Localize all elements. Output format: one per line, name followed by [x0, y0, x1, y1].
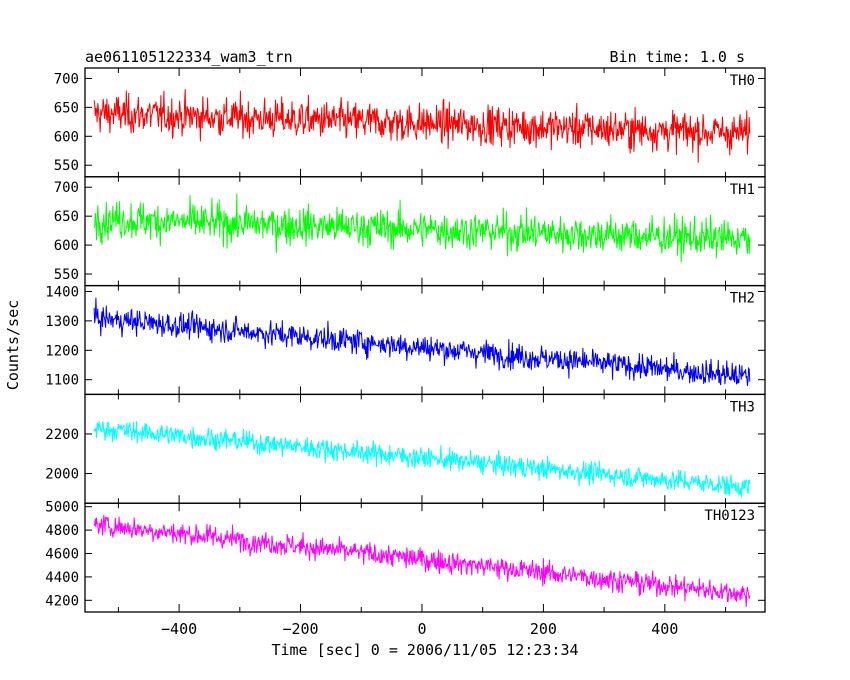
y-tick-label: 1100 — [45, 373, 79, 389]
x-tick-label: 0 — [417, 620, 426, 638]
x-tick-label: −200 — [282, 620, 318, 638]
y-tick-label: 5000 — [45, 500, 79, 516]
y-tick-label: 2000 — [45, 467, 79, 483]
x-axis-label: Time [sec] 0 = 2006/11/05 12:23:34 — [271, 641, 578, 659]
panel-frame-th3 — [84, 393, 766, 504]
panel-label-th0: TH0 — [730, 73, 755, 89]
y-tick-label: 4200 — [45, 593, 79, 609]
panel-frame-th1 — [84, 176, 766, 287]
bin-time-label: Bin time: 1.0 s — [610, 48, 745, 66]
x-tick-label: −400 — [161, 620, 197, 638]
series-line-th3 — [93, 420, 751, 498]
series-line-th1 — [93, 193, 751, 263]
chart-title: ae061105122334_wam3_trn — [85, 48, 293, 66]
y-tick-label: 700 — [54, 180, 79, 196]
panels-group: TH0 550 600 650 700 TH1 550 600 650 700 TH2 1100 120… — [45, 67, 766, 638]
y-tick-label: 4400 — [45, 570, 79, 586]
x-tick-label: 400 — [651, 620, 678, 638]
y-tick-label: 4800 — [45, 523, 79, 539]
y-tick-label: 700 — [54, 71, 79, 87]
y-tick-label: 600 — [54, 238, 79, 254]
panel-label-th0123: TH0123 — [704, 508, 755, 524]
y-tick-label: 600 — [54, 129, 79, 145]
panel-label-th3: TH3 — [730, 399, 755, 415]
panel-label-th1: TH1 — [730, 182, 755, 198]
series-line-th0123 — [93, 514, 751, 607]
y-tick-label: 650 — [54, 100, 79, 116]
y-tick-label: 2200 — [45, 427, 79, 443]
y-axis-label: Counts/sec — [4, 300, 22, 390]
y-tick-label: 1200 — [45, 343, 79, 359]
y-tick-label: 1400 — [45, 284, 79, 300]
x-tick-label: 200 — [530, 620, 557, 638]
panel-frame-th0 — [84, 67, 766, 178]
y-tick-label: 4600 — [45, 547, 79, 563]
series-line-th0 — [93, 89, 751, 163]
series-line-th2 — [93, 297, 751, 386]
y-tick-label: 550 — [54, 267, 79, 283]
y-tick-label: 550 — [54, 158, 79, 174]
y-tick-label: 650 — [54, 209, 79, 225]
y-tick-label: 1300 — [45, 314, 79, 330]
panel-label-th2: TH2 — [730, 291, 755, 307]
panel-frame-th0123 — [84, 502, 766, 613]
